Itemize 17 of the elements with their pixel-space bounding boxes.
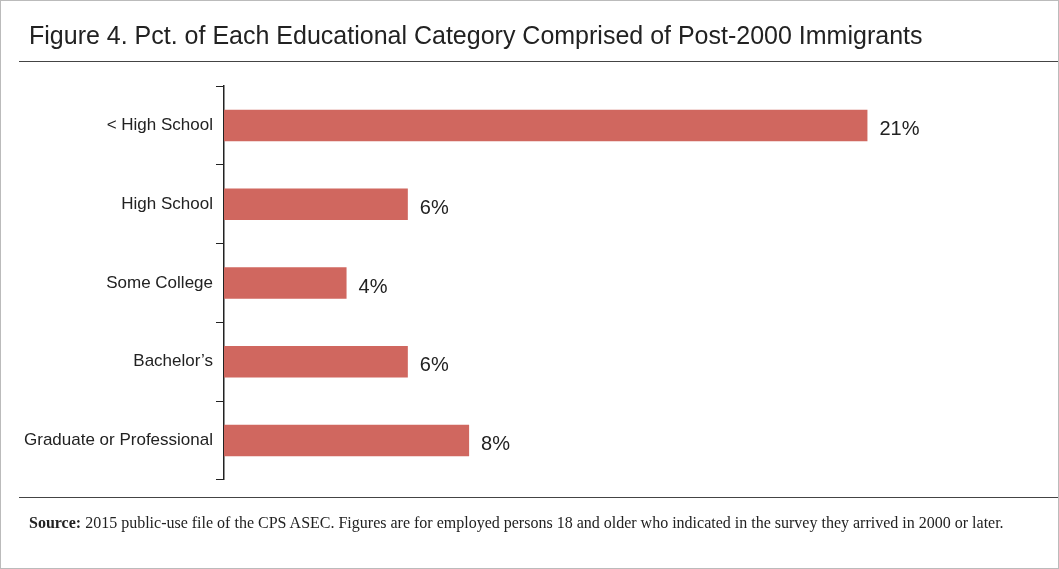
- bar: [223, 345, 408, 378]
- data-label: 4%: [358, 274, 388, 297]
- y-tick-label: < High School: [106, 115, 213, 135]
- y-tick-label: High School: [121, 193, 213, 213]
- data-label: 8%: [481, 431, 511, 454]
- y-tick-label: Some College: [106, 272, 213, 292]
- data-label: 6%: [419, 353, 449, 376]
- data-label: 6%: [419, 195, 449, 218]
- bar: [223, 188, 408, 221]
- y-tick-label: Bachelor’s: [133, 351, 213, 371]
- chart-title: Figure 4. Pct. of Each Educational Category Comprised of Post-2000 Immigrants: [19, 1, 1058, 62]
- source-note: Source: 2015 public-use file of the CPS ASEC. Figures are for employed persons 18 and older who indicated in the survey they arrived in 2000 or later.: [29, 513, 1005, 533]
- bar: [223, 424, 470, 457]
- bar: [223, 109, 868, 142]
- y-tick-label: Graduate or Professional: [23, 430, 213, 450]
- data-label: 21%: [879, 117, 920, 140]
- bar: [223, 267, 347, 299]
